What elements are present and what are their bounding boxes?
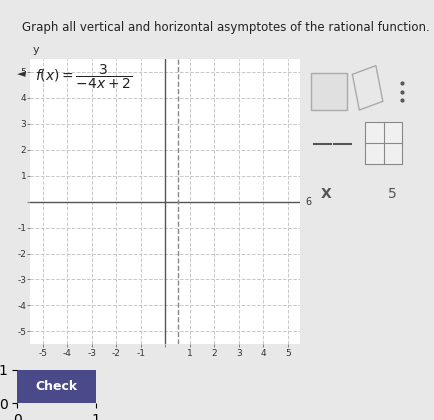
Bar: [352, 66, 382, 110]
Text: 5: 5: [387, 187, 396, 201]
Bar: [365, 122, 401, 164]
Text: ◄: ◄: [17, 69, 26, 79]
Text: 6: 6: [305, 197, 311, 207]
Text: $f(x)=\dfrac{3}{-4x+2}$: $f(x)=\dfrac{3}{-4x+2}$: [35, 63, 132, 91]
Text: y: y: [33, 45, 39, 55]
Text: Graph all vertical and horizontal asymptotes of the rational function.: Graph all vertical and horizontal asympt…: [22, 21, 428, 34]
Bar: [310, 73, 346, 110]
Text: X: X: [320, 187, 331, 201]
Text: Check: Check: [36, 380, 77, 393]
